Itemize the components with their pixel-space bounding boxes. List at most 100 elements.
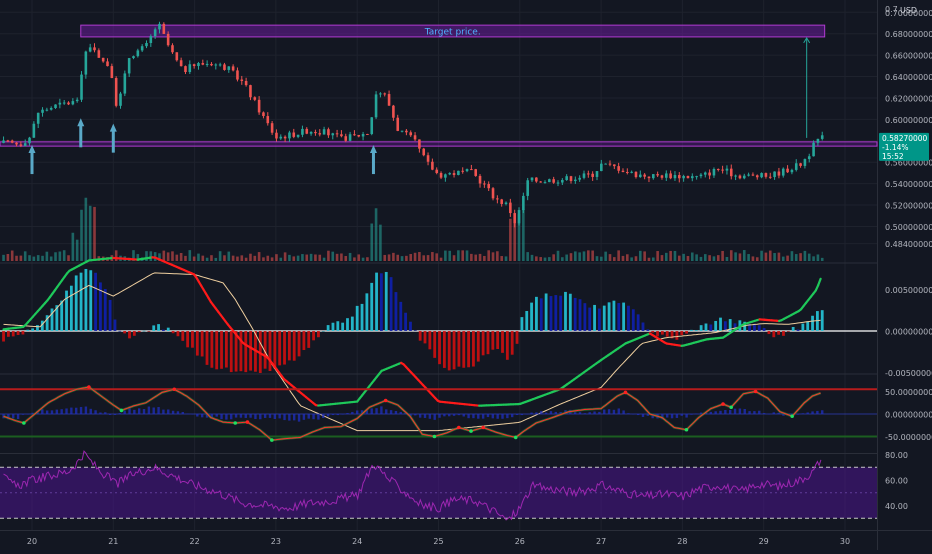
candle-down[interactable]	[474, 169, 477, 176]
candle-down[interactable]	[245, 81, 248, 85]
candle-up[interactable]	[401, 131, 404, 132]
candle-up[interactable]	[154, 29, 157, 36]
candle-up[interactable]	[76, 100, 79, 101]
candle-up[interactable]	[375, 94, 378, 117]
candle-up[interactable]	[362, 134, 365, 136]
candle-up[interactable]	[808, 156, 811, 159]
candle-up[interactable]	[652, 174, 655, 178]
candle-up[interactable]	[691, 176, 694, 178]
candle-up[interactable]	[132, 56, 135, 58]
candle-down[interactable]	[453, 173, 456, 175]
candle-up[interactable]	[791, 170, 794, 172]
candle-up[interactable]	[457, 171, 460, 175]
candle-down[interactable]	[648, 177, 651, 178]
candle-down[interactable]	[730, 169, 733, 177]
candle-up[interactable]	[63, 103, 66, 104]
candle-down[interactable]	[176, 52, 179, 60]
candle-down[interactable]	[305, 129, 308, 134]
candle-down[interactable]	[513, 213, 516, 223]
candle-up[interactable]	[59, 103, 62, 105]
candle-up[interactable]	[80, 75, 83, 100]
candle-up[interactable]	[288, 132, 291, 138]
candle-down[interactable]	[487, 184, 490, 188]
candle-up[interactable]	[46, 110, 49, 111]
candle-down[interactable]	[717, 169, 720, 170]
candle-up[interactable]	[466, 169, 469, 171]
candle-up[interactable]	[682, 176, 685, 178]
candle-down[interactable]	[479, 176, 482, 184]
candle-down[interactable]	[184, 66, 187, 72]
candle-down[interactable]	[284, 137, 287, 139]
candle-down[interactable]	[240, 80, 243, 81]
candle-down[interactable]	[492, 188, 495, 198]
candle-down[interactable]	[20, 144, 23, 145]
candle-up[interactable]	[704, 173, 707, 175]
candle-up[interactable]	[596, 171, 599, 177]
candle-down[interactable]	[93, 47, 96, 50]
candle-down[interactable]	[336, 133, 339, 134]
candle-down[interactable]	[292, 132, 295, 136]
candle-up[interactable]	[379, 93, 382, 94]
candle-down[interactable]	[661, 175, 664, 177]
candle-down[interactable]	[353, 134, 356, 135]
candle-up[interactable]	[505, 203, 508, 204]
candle-down[interactable]	[327, 129, 330, 135]
candle-up[interactable]	[743, 176, 746, 179]
candle-down[interactable]	[617, 166, 620, 171]
candle-up[interactable]	[565, 176, 568, 180]
candle-down[interactable]	[171, 45, 174, 52]
candle-down[interactable]	[111, 66, 114, 78]
candle-down[interactable]	[262, 112, 265, 116]
candle-up[interactable]	[128, 58, 131, 73]
candle-up[interactable]	[219, 64, 222, 65]
candle-down[interactable]	[344, 136, 347, 141]
candle-down[interactable]	[643, 175, 646, 177]
candle-down[interactable]	[366, 134, 369, 135]
candle-up[interactable]	[522, 196, 525, 210]
candle-up[interactable]	[50, 108, 53, 110]
candle-down[interactable]	[509, 203, 512, 213]
candle-up[interactable]	[370, 117, 373, 134]
candle-up[interactable]	[444, 174, 447, 177]
candle-down[interactable]	[102, 58, 105, 62]
candle-up[interactable]	[734, 176, 737, 177]
candle-down[interactable]	[786, 169, 789, 173]
candle-up[interactable]	[548, 179, 551, 182]
candle-down[interactable]	[15, 143, 18, 145]
candle-down[interactable]	[539, 182, 542, 183]
candle-down[interactable]	[483, 183, 486, 184]
candle-down[interactable]	[275, 133, 278, 139]
candle-up[interactable]	[804, 159, 807, 166]
candle-down[interactable]	[11, 141, 14, 143]
candle-up[interactable]	[141, 46, 144, 50]
candle-up[interactable]	[695, 176, 698, 177]
candle-down[interactable]	[431, 162, 434, 170]
candle-up[interactable]	[124, 73, 127, 93]
candle-up[interactable]	[639, 175, 642, 177]
candle-down[interactable]	[752, 175, 755, 176]
candle-up[interactable]	[189, 64, 192, 72]
candle-down[interactable]	[756, 175, 759, 177]
candle-down[interactable]	[383, 93, 386, 94]
candle-down[interactable]	[392, 106, 395, 118]
candle-up[interactable]	[279, 137, 282, 139]
candle-up[interactable]	[119, 94, 122, 106]
candle-up[interactable]	[726, 169, 729, 171]
currency-label[interactable]: USD	[900, 6, 917, 15]
candle-down[interactable]	[202, 63, 205, 65]
candle-up[interactable]	[531, 178, 534, 181]
candle-up[interactable]	[54, 105, 57, 108]
candle-up[interactable]	[448, 173, 451, 174]
candle-down[interactable]	[765, 173, 768, 177]
candle-down[interactable]	[414, 135, 417, 139]
candle-up[interactable]	[713, 169, 716, 175]
candle-down[interactable]	[470, 169, 473, 170]
candle-down[interactable]	[440, 173, 443, 178]
candle-down[interactable]	[7, 140, 10, 141]
candle-down[interactable]	[314, 132, 317, 133]
candle-up[interactable]	[158, 24, 161, 30]
candle-down[interactable]	[656, 174, 659, 175]
candle-up[interactable]	[747, 175, 750, 176]
candle-down[interactable]	[253, 97, 256, 100]
candle-down[interactable]	[687, 176, 690, 178]
